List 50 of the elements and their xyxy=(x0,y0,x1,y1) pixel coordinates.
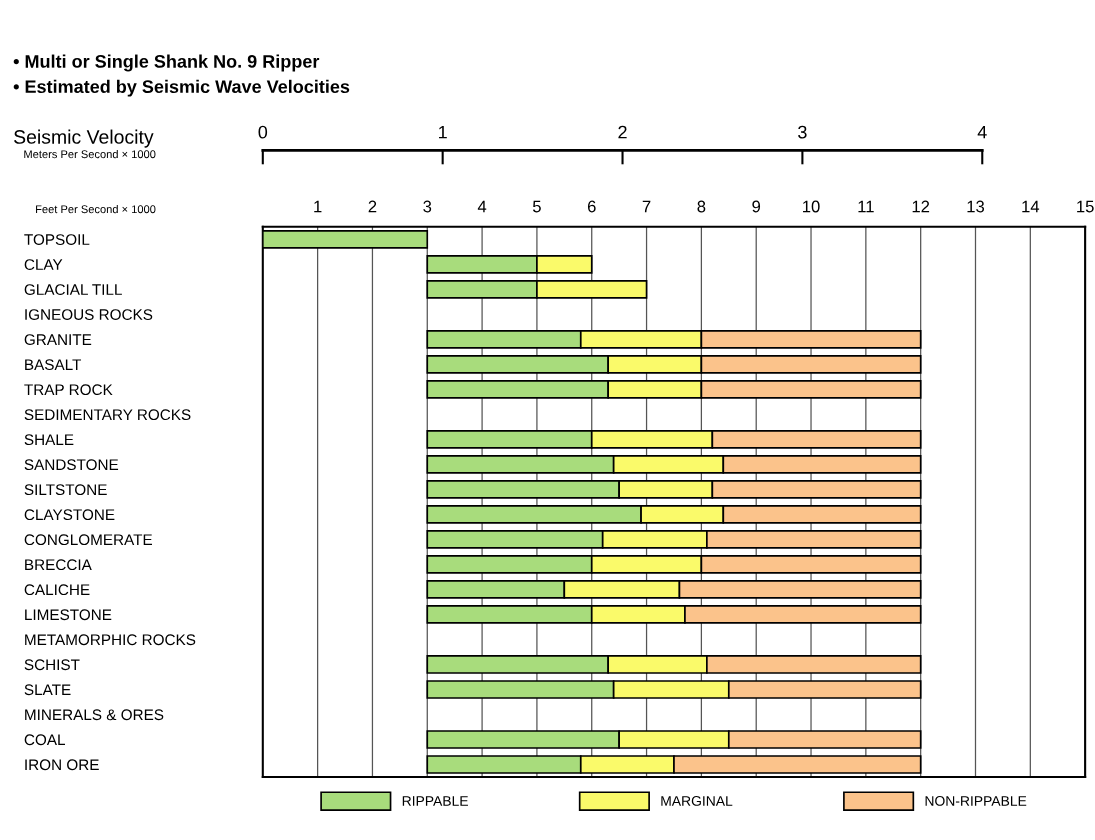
y-tick-label: MINERALS & ORES xyxy=(25,709,164,721)
y-tick-label: GLACIAL TILL xyxy=(24,284,122,296)
y-tick-label: CONGLOMERATE xyxy=(24,534,152,546)
y-tick-label: BASALT xyxy=(25,359,82,371)
x-tick-label: 11 xyxy=(858,200,874,213)
x2-axis-title: Meters Per Second × 1000 xyxy=(24,149,156,159)
legend-label: NON-RIPPABLE xyxy=(925,796,1027,806)
x2-tick-label: 3 xyxy=(798,125,807,139)
y-tick-label: CLAY xyxy=(24,259,63,270)
x-tick-label: 12 xyxy=(912,200,930,213)
x-tick-label: 1 xyxy=(314,200,322,213)
y-tick-label: METAMORPHIC ROCKS xyxy=(25,634,196,646)
y-tick-label: TRAP ROCK xyxy=(24,384,113,396)
x-tick-label: 10 xyxy=(803,200,820,213)
x-tick-label: 9 xyxy=(752,200,761,213)
y-tick-label: GRANITE xyxy=(24,334,92,346)
y-tick-label: BRECCIA xyxy=(25,559,92,571)
y-tick-label: IGNEOUS ROCKS xyxy=(25,309,153,321)
chart-subtitle: • Estimated by Seismic Wave Velocities xyxy=(13,79,350,97)
x-tick-label: 14 xyxy=(1022,200,1040,213)
chart-title: • Multi or Single Shank No. 9 Ripper xyxy=(13,54,320,72)
x-tick-label: 7 xyxy=(642,200,651,213)
x-tick-label: 6 xyxy=(587,200,596,213)
x-tick-label: 2 xyxy=(368,200,377,213)
x2-tick-label: 0 xyxy=(258,125,268,139)
y-tick-label: LIMESTONE xyxy=(25,609,112,621)
x-tick-label: 5 xyxy=(532,200,541,213)
y-tick-label: SILTSTONE xyxy=(24,484,107,496)
y-tick-label: CALICHE xyxy=(24,584,90,596)
x-tick-label: 15 xyxy=(1077,200,1094,213)
y-tick-label: IRON ORE xyxy=(25,759,99,771)
y-tick-label: COAL xyxy=(24,734,66,746)
y-tick-label: SHALE xyxy=(24,434,74,446)
x2-tick-label: 1 xyxy=(439,125,447,139)
legend-label: MARGINAL xyxy=(661,796,733,806)
y-tick-label: SANDSTONE xyxy=(24,459,119,471)
y-tick-label: SEDIMENTARY ROCKS xyxy=(24,409,191,421)
text: Seismic Velocity xyxy=(14,129,154,148)
x2-tick-label: 2 xyxy=(618,125,627,139)
x2-tick-label: 4 xyxy=(977,125,987,139)
x-tick-label: 8 xyxy=(697,200,706,213)
x-axis-title: Feet Per Second × 1000 xyxy=(36,204,156,214)
legend-label: RIPPABLE xyxy=(402,796,468,806)
y-tick-label: TOPSOIL xyxy=(24,234,90,245)
y-tick-label: SLATE xyxy=(24,684,71,696)
x-tick-label: 3 xyxy=(423,200,432,213)
x-tick-label: 13 xyxy=(967,200,985,213)
x-tick-label: 4 xyxy=(477,200,487,213)
y-tick-label: CLAYSTONE xyxy=(24,509,115,521)
y-tick-label: SCHIST xyxy=(24,659,80,671)
